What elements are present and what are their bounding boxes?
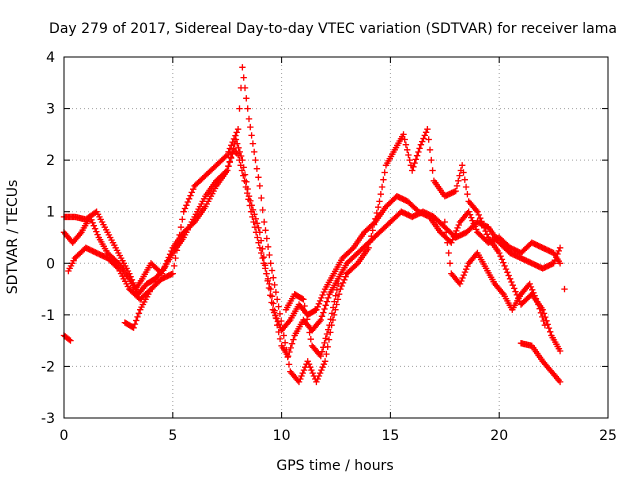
plot-series <box>60 64 568 386</box>
series-track-f <box>282 280 342 360</box>
plot-frame <box>63 56 609 419</box>
chart-title: Day 279 of 2017, Sidereal Day-to-day VTE… <box>49 21 617 37</box>
x-tick-label: 10 <box>273 428 291 444</box>
series-track-g <box>441 218 549 329</box>
y-axis-label: SDTVAR / TECUs <box>5 180 21 295</box>
series-track-d <box>60 332 74 344</box>
y-tick-label: 4 <box>46 50 55 66</box>
x-tick-label: 15 <box>381 428 399 444</box>
y-tick-label: 3 <box>46 102 55 118</box>
x-tick-label: 5 <box>168 428 177 444</box>
series-track-h <box>517 340 564 386</box>
y-tick-label: -3 <box>41 411 55 427</box>
y-tick-label: 2 <box>46 153 55 169</box>
x-tick-label: 0 <box>60 428 69 444</box>
grid <box>64 57 608 418</box>
axis-ticks: 0 5 10 15 20 25 -3 -2 -1 0 1 2 3 4 <box>41 50 617 444</box>
y-tick-label: 1 <box>46 205 55 221</box>
y-tick-label: -2 <box>41 359 55 375</box>
series-track-e <box>121 285 155 331</box>
y-tick-label: -1 <box>41 308 55 324</box>
y-tick-label: 0 <box>46 256 55 272</box>
series-track-c <box>65 64 564 386</box>
x-tick-label: 20 <box>490 428 508 444</box>
series-track-i <box>561 285 568 293</box>
x-axis-label: GPS time / hours <box>276 458 393 474</box>
x-tick-label: 25 <box>599 428 617 444</box>
